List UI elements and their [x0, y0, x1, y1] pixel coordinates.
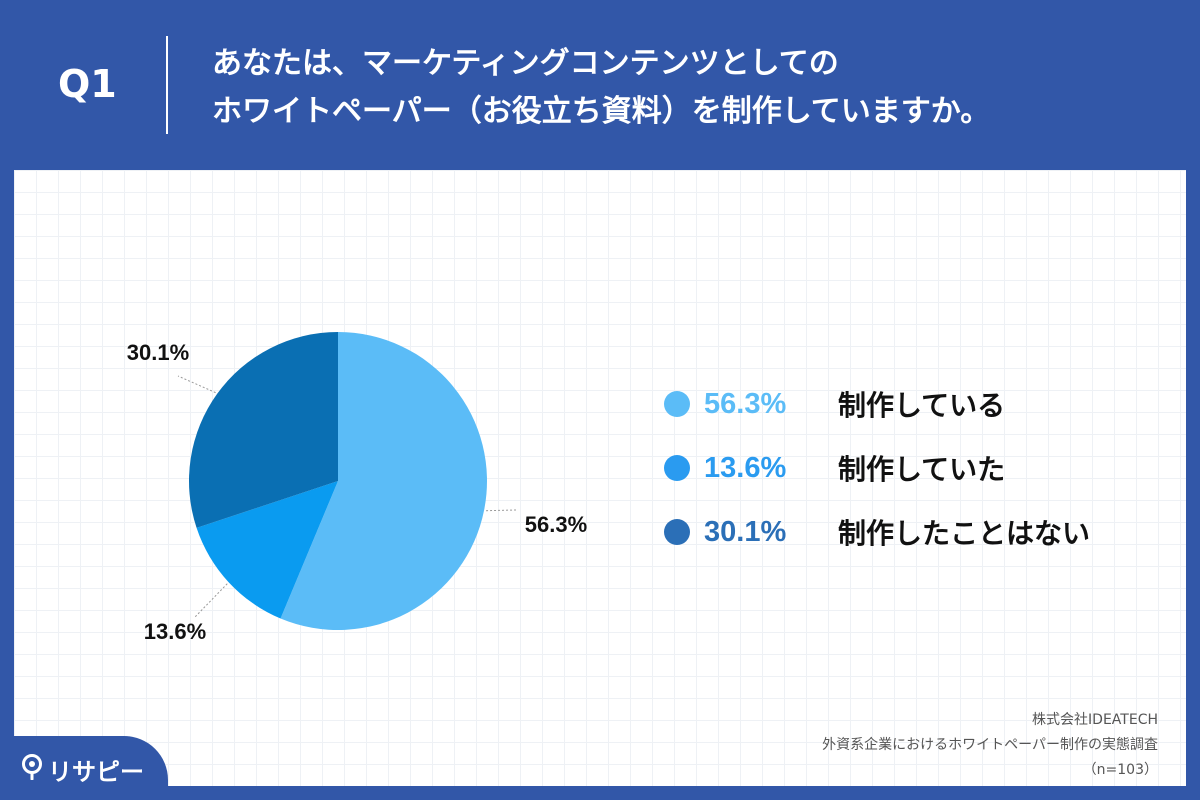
- legend: 56.3% 制作している 13.6% 制作していた 30.1% 制作したことはな…: [664, 372, 1144, 564]
- source-note: 株式会社IDEATECH 外資系企業におけるホワイトペーパー制作の実態調査 （n…: [822, 708, 1158, 783]
- legend-item: 30.1% 制作したことはない: [664, 500, 1144, 564]
- legend-dot-icon: [664, 455, 690, 481]
- question-line-2: ホワイトペーパー（お役立ち資料）を制作していますか。: [212, 94, 991, 129]
- leader-line: [194, 583, 228, 618]
- question-text: あなたは、マーケティングコンテンツとしての ホワイトペーパー（お役立ち資料）を制…: [212, 40, 1172, 136]
- source-company: 株式会社IDEATECH: [1032, 712, 1158, 728]
- legend-percent: 30.1%: [704, 515, 787, 548]
- source-survey: 外資系企業におけるホワイトペーパー制作の実態調査: [822, 737, 1158, 753]
- leader-line: [177, 375, 216, 394]
- header: Q1 あなたは、マーケティングコンテンツとしての ホワイトペーパー（お役立ち資料…: [0, 0, 1200, 170]
- legend-label: 制作していた: [838, 453, 1006, 486]
- brand-name: リサピー: [48, 758, 144, 786]
- leader-line: [486, 509, 517, 512]
- legend-dot-icon: [664, 391, 690, 417]
- legend-percent: 13.6%: [704, 451, 787, 484]
- header-divider: [166, 36, 168, 134]
- brand-logo: リサピー: [0, 736, 168, 800]
- data-label: 30.1%: [127, 340, 189, 365]
- legend-item: 13.6% 制作していた: [664, 436, 1144, 500]
- legend-label: 制作している: [838, 389, 1006, 422]
- legend-item: 56.3% 制作している: [664, 372, 1144, 436]
- pie-slice: [196, 481, 338, 619]
- data-label: 13.6%: [144, 619, 206, 644]
- data-label: 56.3%: [525, 512, 587, 537]
- question-number: Q1: [58, 62, 117, 106]
- map-pin-icon: [22, 754, 42, 780]
- source-sample-size: （n=103）: [1082, 762, 1158, 778]
- pie-slice: [189, 332, 338, 528]
- legend-percent: 56.3%: [704, 387, 787, 420]
- legend-label: 制作したことはない: [838, 517, 1091, 550]
- question-line-1: あなたは、マーケティングコンテンツとしての: [212, 46, 839, 81]
- pie-slice: [280, 332, 488, 630]
- legend-dot-icon: [664, 519, 690, 545]
